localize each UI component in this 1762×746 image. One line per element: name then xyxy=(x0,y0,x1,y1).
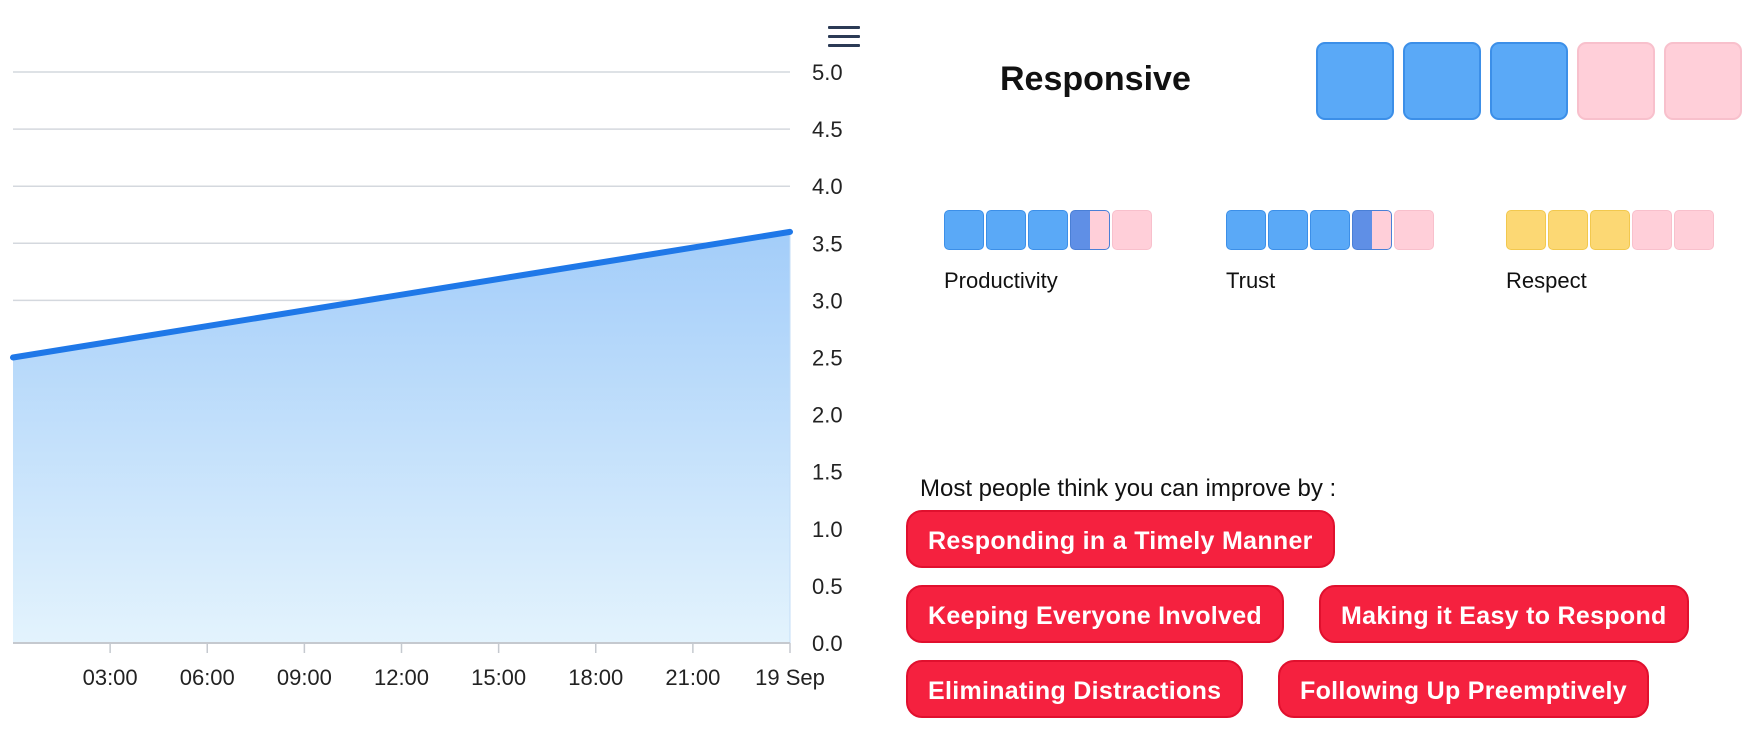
y-tick-label: 0.5 xyxy=(812,574,843,599)
x-tick-label: 21:00 xyxy=(665,665,720,690)
rating-square-filled xyxy=(1403,42,1481,120)
x-tick-label: 18:00 xyxy=(568,665,623,690)
x-tick-label: 12:00 xyxy=(374,665,429,690)
metric-rating xyxy=(944,210,1152,250)
y-tick-label: 5.0 xyxy=(812,60,843,85)
suggestion-eliminating-distractions[interactable]: Eliminating Distractions xyxy=(906,660,1244,718)
rating-square-empty xyxy=(1674,210,1714,250)
summary-rating xyxy=(1316,42,1742,120)
rating-square-filled xyxy=(1316,42,1394,120)
rating-square-empty xyxy=(1112,210,1152,250)
suggestion-following-up[interactable]: Following Up Preemptively xyxy=(1278,660,1649,718)
metric-trust: Trust xyxy=(1226,210,1434,294)
y-tick-label: 1.0 xyxy=(812,517,843,542)
y-tick-label: 4.0 xyxy=(812,174,843,199)
area-chart: 0.0 0.5 1.0 1.5 2.0 2.5 3.0 3.5 4.0 4.5 5.0 03:00 0… xyxy=(10,60,843,690)
rating-square-filled xyxy=(1490,42,1568,120)
rating-square-filled xyxy=(1268,210,1308,250)
summary-title: Responsive xyxy=(1000,60,1191,98)
metric-label: Trust xyxy=(1226,268,1276,293)
rating-square-filled xyxy=(1028,210,1068,250)
rating-square-empty xyxy=(1632,210,1672,250)
rating-square-half xyxy=(1070,210,1110,250)
x-tick-label: 09:00 xyxy=(277,665,332,690)
suggestion-easy-respond[interactable]: Making it Easy to Respond xyxy=(1319,585,1689,643)
rating-square-filled xyxy=(1506,210,1546,250)
y-tick-label: 2.0 xyxy=(812,403,843,428)
suggestion-timely-manner[interactable]: Responding in a Timely Manner xyxy=(906,510,1335,568)
x-tick-label: 15:00 xyxy=(471,665,526,690)
metric-productivity: Productivity xyxy=(944,210,1152,294)
rating-square-filled xyxy=(1548,210,1588,250)
y-tick-label: 1.5 xyxy=(812,460,843,485)
rating-square-empty xyxy=(1664,42,1742,120)
rating-square-filled xyxy=(1590,210,1630,250)
y-tick-label: 2.5 xyxy=(812,346,843,371)
metric-label: Productivity xyxy=(944,268,1058,293)
menu-bar xyxy=(828,35,860,38)
improve-heading: Most people think you can improve by : xyxy=(920,475,1337,502)
y-tick-label: 0.0 xyxy=(812,631,843,656)
menu-bar xyxy=(828,26,860,29)
x-tick-label: 06:00 xyxy=(180,665,235,690)
rating-square-half xyxy=(1352,210,1392,250)
y-tick-label: 3.0 xyxy=(812,288,843,313)
menu-bar xyxy=(828,44,860,47)
metric-rating xyxy=(1506,210,1714,250)
metric-rating xyxy=(1226,210,1434,250)
area-fill xyxy=(13,231,790,643)
metric-respect: Respect xyxy=(1506,210,1714,294)
x-tick-label: 03:00 xyxy=(83,665,138,690)
x-tick-label: 19 Sep xyxy=(755,665,825,690)
rating-square-filled xyxy=(1310,210,1350,250)
rating-square-filled xyxy=(1226,210,1266,250)
y-tick-label: 4.5 xyxy=(812,117,843,142)
y-tick-label: 3.5 xyxy=(812,231,843,256)
rating-square-filled xyxy=(986,210,1026,250)
rating-square-empty xyxy=(1394,210,1434,250)
rating-square-filled xyxy=(944,210,984,250)
hamburger-menu-icon[interactable] xyxy=(828,26,860,50)
rating-square-empty xyxy=(1577,42,1655,120)
suggestion-keeping-involved[interactable]: Keeping Everyone Involved xyxy=(906,585,1284,643)
metric-label: Respect xyxy=(1506,268,1587,293)
series-line xyxy=(10,228,793,361)
